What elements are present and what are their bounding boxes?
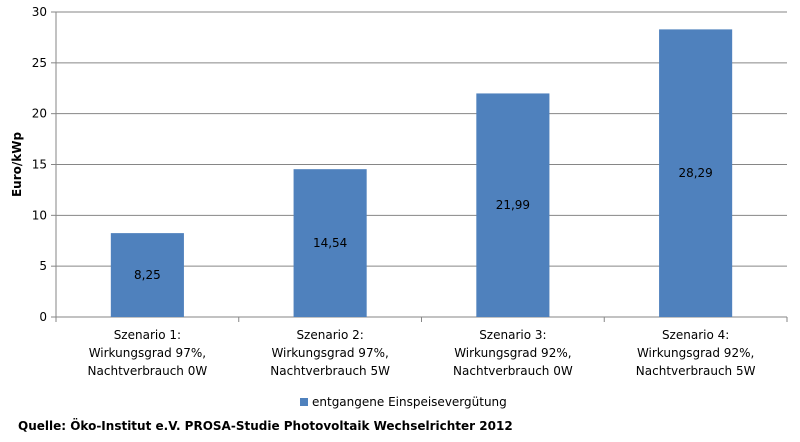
y-axis-title: Euro/kWp [10,132,24,198]
category-label: Szenario 4: Wirkungsgrad 92%, Nachtverbrau… [636,328,756,378]
bar-chart: 0 5 10 15 20 25 30 Euro/kWp 8,25 Szenario 1: Wirku… [10,5,788,378]
y-tick-label: 10 [32,208,47,222]
y-tick-label: 15 [32,158,47,172]
y-tick-label: 25 [32,56,47,70]
category-label: Szenario 3: Wirkungsgrad 92%, Nachtverbrau… [453,328,573,378]
legend: entgangene Einspeisevergütung [300,394,507,410]
y-tick-label: 20 [32,107,47,121]
y-tick-label: 0 [39,310,47,324]
data-label: 14,54 [313,236,347,250]
bar [476,93,550,317]
legend-label: entgangene Einspeisevergütung [312,395,507,409]
data-label: 8,25 [134,268,161,282]
source-note: Quelle: Öko-Institut e.V. PROSA-Studie P… [18,419,513,433]
bar [659,29,733,317]
y-tick-label: 30 [32,5,47,19]
data-label: 28,29 [678,166,712,180]
bar [110,233,184,317]
y-tick-label: 5 [39,259,47,273]
bar [293,169,367,317]
category-label: Szenario 1: Wirkungsgrad 97%, Nachtverbrau… [88,328,208,378]
legend-swatch [300,398,308,406]
category-label: Szenario 2: Wirkungsgrad 97%, Nachtverbrau… [270,328,390,378]
data-label: 21,99 [496,198,530,212]
